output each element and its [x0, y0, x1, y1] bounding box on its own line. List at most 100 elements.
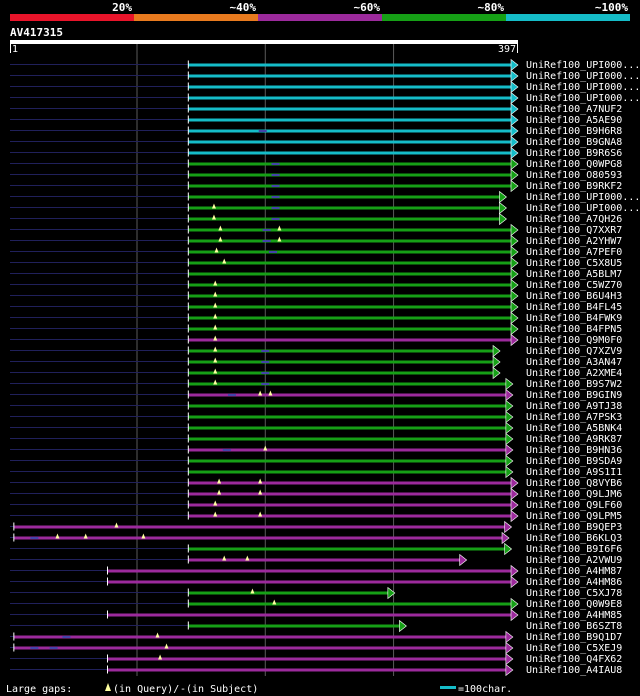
hit-arrow	[492, 355, 501, 369]
legend-gaps-prefix: Large gaps:	[6, 684, 72, 695]
subject-gap-mark	[271, 196, 280, 198]
hit-label: UniRef100_B9R6S6	[526, 148, 622, 159]
hit-row: UniRef100_Q9LF60	[10, 498, 622, 512]
query-gap-mark	[213, 500, 218, 506]
hit-bar	[188, 360, 495, 364]
hit-row: UniRef100_A5AE90	[10, 113, 622, 127]
scale-segment	[506, 14, 630, 21]
hit-bar	[188, 118, 513, 122]
hit-bar	[188, 261, 513, 265]
hit-row: UniRef100_Q9LJM6	[10, 487, 622, 501]
hit-bar	[13, 646, 507, 650]
hit-label: UniRef100_A4IAU8	[526, 665, 622, 676]
hit-arrow	[510, 333, 519, 347]
hit-row: UniRef100_A2YHW7	[10, 234, 622, 248]
hit-arrow	[505, 454, 514, 468]
hit-label: UniRef100_UPI000...	[526, 203, 640, 214]
hit-bar	[107, 569, 513, 573]
hit-bar	[188, 437, 507, 441]
hit-label: UniRef100_A2VWU9	[526, 555, 622, 566]
hit-label: UniRef100_B6SZT8	[526, 621, 622, 632]
hit-arrow	[505, 432, 514, 446]
hit-bar	[188, 195, 501, 199]
hit-arrow	[499, 201, 507, 215]
hit-arrow	[510, 124, 519, 138]
hit-arrow	[510, 509, 519, 523]
query-gap-mark	[211, 203, 216, 209]
hit-label: UniRef100_B9H6R8	[526, 126, 622, 137]
hit-arrow	[510, 69, 519, 83]
query-gap-mark	[263, 445, 268, 451]
query-bar	[10, 40, 518, 44]
subject-gap-mark	[271, 218, 280, 220]
hit-bar	[188, 272, 513, 276]
hit-label: UniRef100_A5AE90	[526, 115, 622, 126]
hit-row: UniRef100_B9H6R8	[10, 124, 622, 138]
hit-arrow	[505, 421, 514, 435]
legend-subject-gap-icon: -	[180, 684, 186, 695]
hit-bar	[188, 129, 513, 133]
hit-arrow	[459, 553, 468, 567]
legend: Large gaps: (in Query)/ - (in Subject) =…	[6, 683, 512, 695]
hit-arrow	[499, 212, 507, 226]
hit-label: UniRef100_UPI000...	[526, 192, 640, 203]
subject-gap-mark	[222, 449, 231, 451]
hit-arrow	[510, 157, 519, 171]
subject-gap-mark	[261, 383, 270, 385]
query-gap-mark	[83, 533, 88, 539]
query-gap-mark	[217, 489, 222, 495]
hit-row: UniRef100_Q8VYB6	[10, 476, 622, 490]
scale-segment	[382, 14, 506, 21]
query-gap-mark	[213, 357, 218, 363]
hit-row: UniRef100_Q9M0F0	[10, 333, 622, 347]
hit-bar	[188, 624, 401, 628]
hit-label: UniRef100_UPI000...	[526, 60, 640, 71]
hit-label: UniRef100_A7NUF2	[526, 104, 622, 115]
hit-arrow	[510, 58, 519, 72]
hit-row: UniRef100_A4HM85	[10, 608, 622, 622]
query-end-label: 397	[498, 44, 516, 55]
hit-bar	[188, 459, 507, 463]
hit-bar	[188, 481, 513, 485]
subject-gap-mark	[268, 251, 277, 253]
hit-label: UniRef100_O80593	[526, 170, 622, 181]
hit-row: UniRef100_UPI000...	[10, 80, 640, 94]
hit-bar	[188, 349, 495, 353]
scale-label: ~40%	[230, 1, 257, 14]
hit-row: UniRef100_B9S7W2	[10, 377, 622, 391]
legend-scale-swatch	[440, 686, 456, 689]
hit-row: UniRef100_A4HM86	[10, 575, 622, 589]
hit-label: UniRef100_B9SDA9	[526, 456, 622, 467]
subject-gap-mark	[271, 207, 280, 209]
hit-arrow	[510, 300, 519, 314]
hit-label: UniRef100_B9Q1D7	[526, 632, 622, 643]
hit-label: UniRef100_A4HM86	[526, 577, 622, 588]
legend-subject-gap-text: (in Subject)	[186, 684, 258, 695]
hit-arrow	[492, 366, 501, 380]
hit-row: UniRef100_A9S1I1	[10, 465, 622, 479]
hit-label: UniRef100_A7QH26	[526, 214, 622, 225]
hit-row: UniRef100_B9SDA9	[10, 454, 622, 468]
hit-arrow	[510, 487, 519, 501]
hit-arrow	[399, 619, 407, 633]
query-gap-mark	[164, 643, 169, 649]
hit-label: UniRef100_Q8VYB6	[526, 478, 622, 489]
query-gap-mark	[213, 379, 218, 385]
query-gap-mark	[213, 280, 218, 286]
hit-bar	[188, 547, 506, 551]
hit-row: UniRef100_B9R6S6	[10, 146, 622, 160]
subject-gap-mark	[261, 361, 270, 363]
hit-bar	[188, 74, 513, 78]
hit-row: UniRef100_Q0W9E8	[10, 597, 622, 611]
hit-arrow	[510, 256, 519, 270]
hit-row: UniRef100_A7QH26	[10, 212, 622, 226]
hit-label: UniRef100_C5WZ70	[526, 280, 622, 291]
hit-arrow	[510, 267, 519, 281]
hit-label: UniRef100_Q9LJM6	[526, 489, 622, 500]
hit-label: UniRef100_C5XJ78	[526, 588, 622, 599]
hit-bar	[107, 657, 507, 661]
query-gap-mark	[141, 533, 146, 539]
hit-row: UniRef100_A2VWU9	[10, 553, 622, 567]
query-gap-mark	[158, 654, 163, 660]
